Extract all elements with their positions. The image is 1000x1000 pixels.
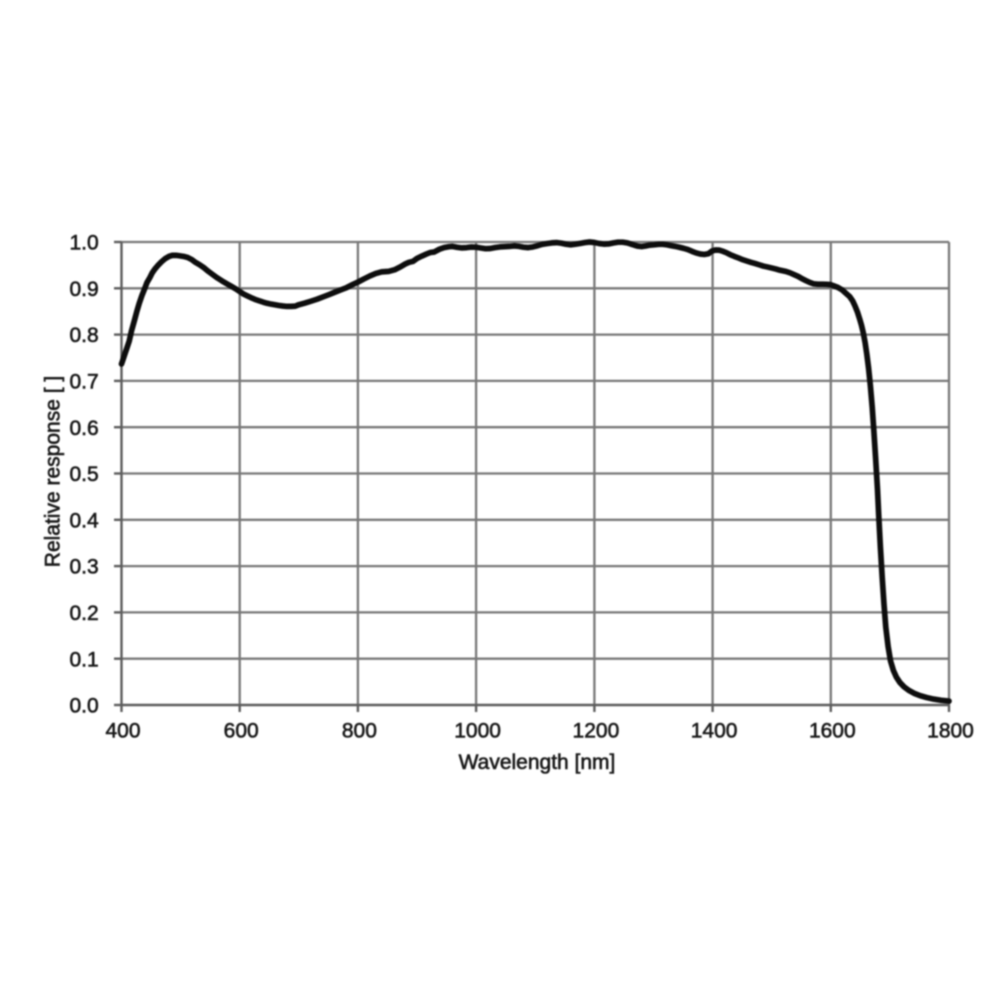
svg-text:0.8: 0.8 (69, 324, 98, 347)
svg-text:600: 600 (224, 720, 259, 743)
svg-text:0.2: 0.2 (69, 602, 98, 625)
svg-text:0.3: 0.3 (69, 556, 98, 579)
svg-text:Wavelength [nm]: Wavelength [nm] (459, 751, 616, 774)
svg-text:1400: 1400 (691, 720, 738, 743)
svg-text:400: 400 (105, 720, 140, 743)
svg-text:0.0: 0.0 (69, 695, 98, 718)
svg-text:0.7: 0.7 (69, 371, 98, 394)
svg-text:1.0: 1.0 (69, 232, 98, 255)
svg-text:1800: 1800 (927, 720, 974, 743)
svg-text:0.1: 0.1 (69, 648, 98, 671)
svg-text:1000: 1000 (454, 720, 501, 743)
svg-text:0.5: 0.5 (69, 463, 98, 486)
svg-text:0.9: 0.9 (69, 278, 98, 301)
svg-text:0.4: 0.4 (69, 509, 99, 532)
svg-text:1600: 1600 (809, 720, 856, 743)
svg-text:1200: 1200 (573, 720, 620, 743)
svg-text:0.6: 0.6 (69, 417, 98, 440)
svg-text:800: 800 (342, 720, 377, 743)
svg-text:Relative response [ ]: Relative response [ ] (42, 376, 65, 567)
